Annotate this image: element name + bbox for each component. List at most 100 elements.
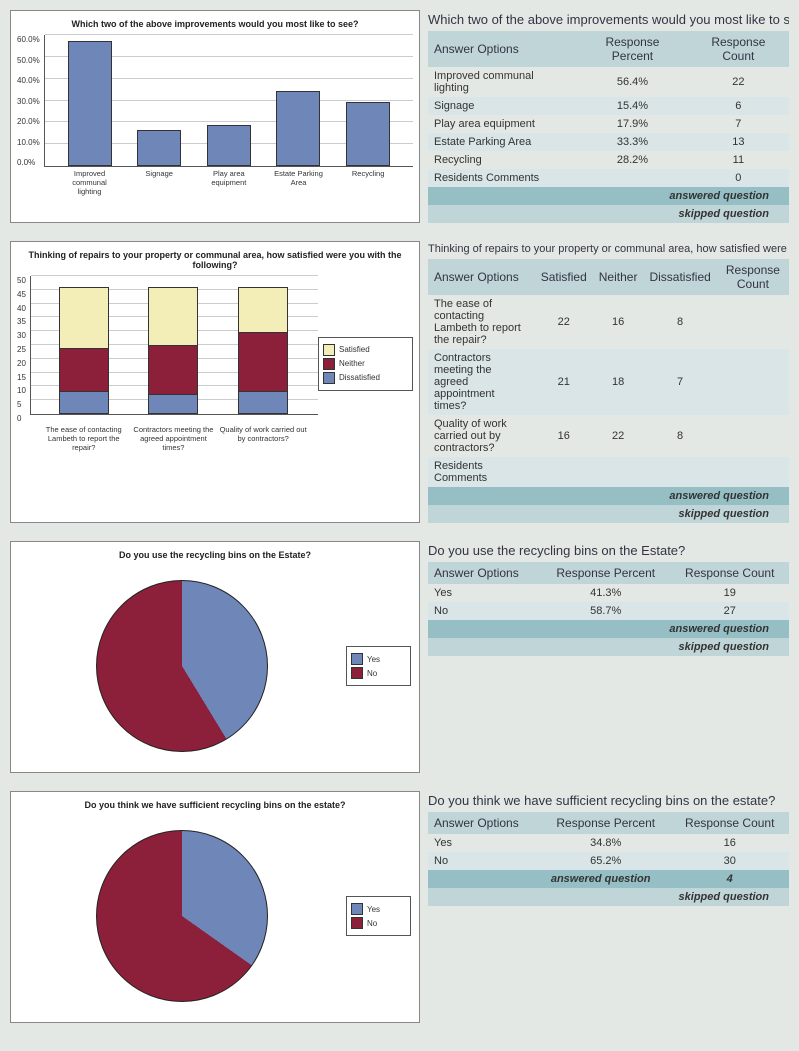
q1-chart-title: Which two of the above improvements woul…: [17, 19, 413, 29]
y-tick-label: 40.0%: [17, 76, 40, 85]
q2-chart-panel: Thinking of repairs to your property or …: [10, 241, 420, 523]
legend-row: Yes: [351, 653, 406, 665]
table-cell: [717, 415, 789, 457]
footer-cell: skipped question: [428, 888, 789, 906]
table-cell: No: [428, 602, 541, 620]
table-cell: 16: [670, 834, 789, 852]
table-header-row: Answer OptionsResponse PercentResponse C…: [428, 562, 789, 584]
x-label: Recycling: [338, 169, 398, 196]
q2-plot: The ease of contacting Lambeth to report…: [30, 276, 318, 415]
stacked-bar: [59, 287, 109, 414]
table-cell: 21: [535, 349, 593, 415]
q4-table-title: Do you think we have sufficient recyclin…: [428, 793, 789, 808]
pie-wrap: [17, 830, 346, 1002]
q4-table-panel: Do you think we have sufficient recyclin…: [428, 791, 789, 1023]
footer-cell: 4: [670, 870, 789, 888]
table-row: Improved communal lighting56.4%22: [428, 67, 789, 97]
table-row: No58.7%27: [428, 602, 789, 620]
table-cell: Recycling: [428, 151, 577, 169]
footer-cell: skipped question: [428, 638, 789, 656]
x-label: Signage: [129, 169, 189, 196]
y-tick-label: 30: [17, 331, 26, 340]
bar: [137, 130, 181, 166]
q2-table: Answer OptionsSatisfiedNeitherDissatisfi…: [428, 259, 789, 523]
table-cell: 30: [670, 852, 789, 870]
swatch-icon: [351, 667, 363, 679]
x-label: Estate Parking Area: [268, 169, 328, 196]
y-tick-label: 50: [17, 276, 26, 285]
table-cell: 28.2%: [577, 151, 688, 169]
q3-chart-title: Do you use the recycling bins on the Est…: [17, 550, 413, 560]
table-row: Yes34.8%16: [428, 834, 789, 852]
legend-label: No: [367, 669, 377, 678]
q3-table: Answer OptionsResponse PercentResponse C…: [428, 562, 789, 656]
q1-table: Answer OptionsResponse PercentResponse C…: [428, 31, 789, 223]
bar-segment: [239, 391, 287, 413]
q1-bar-chart: 0.0%10.0%20.0%30.0%40.0%50.0%60.0% Impro…: [17, 35, 413, 195]
table-header-row: Answer OptionsResponse PercentResponse C…: [428, 812, 789, 834]
y-tick-label: 20: [17, 359, 26, 368]
q3-pie-chart: Yes No: [17, 566, 413, 766]
table-row: Contractors meeting the agreed appointme…: [428, 349, 789, 415]
q4-pie-chart: Yes No: [17, 816, 413, 1016]
bar: [346, 102, 390, 166]
y-tick-label: 60.0%: [17, 35, 40, 44]
bar-segment: [239, 288, 287, 331]
y-tick-label: 25: [17, 345, 26, 354]
footer-cell: answered question: [428, 870, 670, 888]
x-label: Contractors meeting the agreed appointme…: [129, 425, 217, 452]
column-header: Response Count: [717, 259, 789, 295]
q2-stacked-chart: 05101520253035404550 The ease of contact…: [17, 276, 413, 451]
q4-chart-panel: Do you think we have sufficient recyclin…: [10, 791, 420, 1023]
table-row: Signage15.4%6: [428, 97, 789, 115]
q3-pie: [96, 580, 268, 752]
y-tick-label: 10.0%: [17, 138, 40, 147]
q1-table-title: Which two of the above improvements woul…: [428, 12, 789, 27]
y-tick-label: 45: [17, 290, 26, 299]
table-cell: 56.4%: [577, 67, 688, 97]
question-4-row: Do you think we have sufficient recyclin…: [10, 791, 789, 1023]
swatch-icon: [323, 344, 335, 356]
table-cell: 34.8%: [541, 834, 670, 852]
pie-wrap: [17, 580, 346, 752]
y-tick-label: 10: [17, 386, 26, 395]
q1-x-labels: Improved communal lightingSignagePlay ar…: [45, 169, 413, 196]
legend-row: Neither: [323, 358, 408, 370]
column-header: Answer Options: [428, 562, 541, 584]
footer-cell: skipped question: [428, 205, 789, 223]
column-header: Response Count: [670, 562, 789, 584]
table-cell: 27: [670, 602, 789, 620]
q3-table-panel: Do you use the recycling bins on the Est…: [428, 541, 789, 773]
footer-row: answered question: [428, 187, 789, 205]
q3-legend: Yes No: [346, 646, 411, 686]
legend-row: Satisfied: [323, 344, 408, 356]
table-cell: Residents Comments: [428, 457, 535, 487]
column-header: Answer Options: [428, 812, 541, 834]
table-cell: No: [428, 852, 541, 870]
question-2-row: Thinking of repairs to your property or …: [10, 241, 789, 523]
column-header: Response Count: [670, 812, 789, 834]
column-header: Satisfied: [535, 259, 593, 295]
table-cell: [717, 295, 789, 349]
table-cell: 17.9%: [577, 115, 688, 133]
y-tick-label: 0: [17, 414, 26, 423]
table-cell: 22: [688, 67, 789, 97]
table-row: Yes41.3%19: [428, 584, 789, 602]
y-tick-label: 20.0%: [17, 117, 40, 126]
q3-table-title: Do you use the recycling bins on the Est…: [428, 543, 789, 558]
q2-bars: [31, 276, 318, 414]
column-header: Answer Options: [428, 259, 535, 295]
x-label: The ease of contacting Lambeth to report…: [40, 425, 128, 452]
q4-legend: Yes No: [346, 896, 411, 936]
bar: [207, 125, 251, 166]
q4-chart-title: Do you think we have sufficient recyclin…: [17, 800, 413, 810]
y-tick-label: 5: [17, 400, 26, 409]
q2-chart-title: Thinking of repairs to your property or …: [17, 250, 413, 270]
table-cell: Contractors meeting the agreed appointme…: [428, 349, 535, 415]
q3-chart-panel: Do you use the recycling bins on the Est…: [10, 541, 420, 773]
footer-cell: skipped question: [428, 505, 789, 523]
q1-chart-panel: Which two of the above improvements woul…: [10, 10, 420, 223]
legend-row: Yes: [351, 903, 406, 915]
table-cell: [577, 169, 688, 187]
bar-segment: [149, 345, 197, 394]
